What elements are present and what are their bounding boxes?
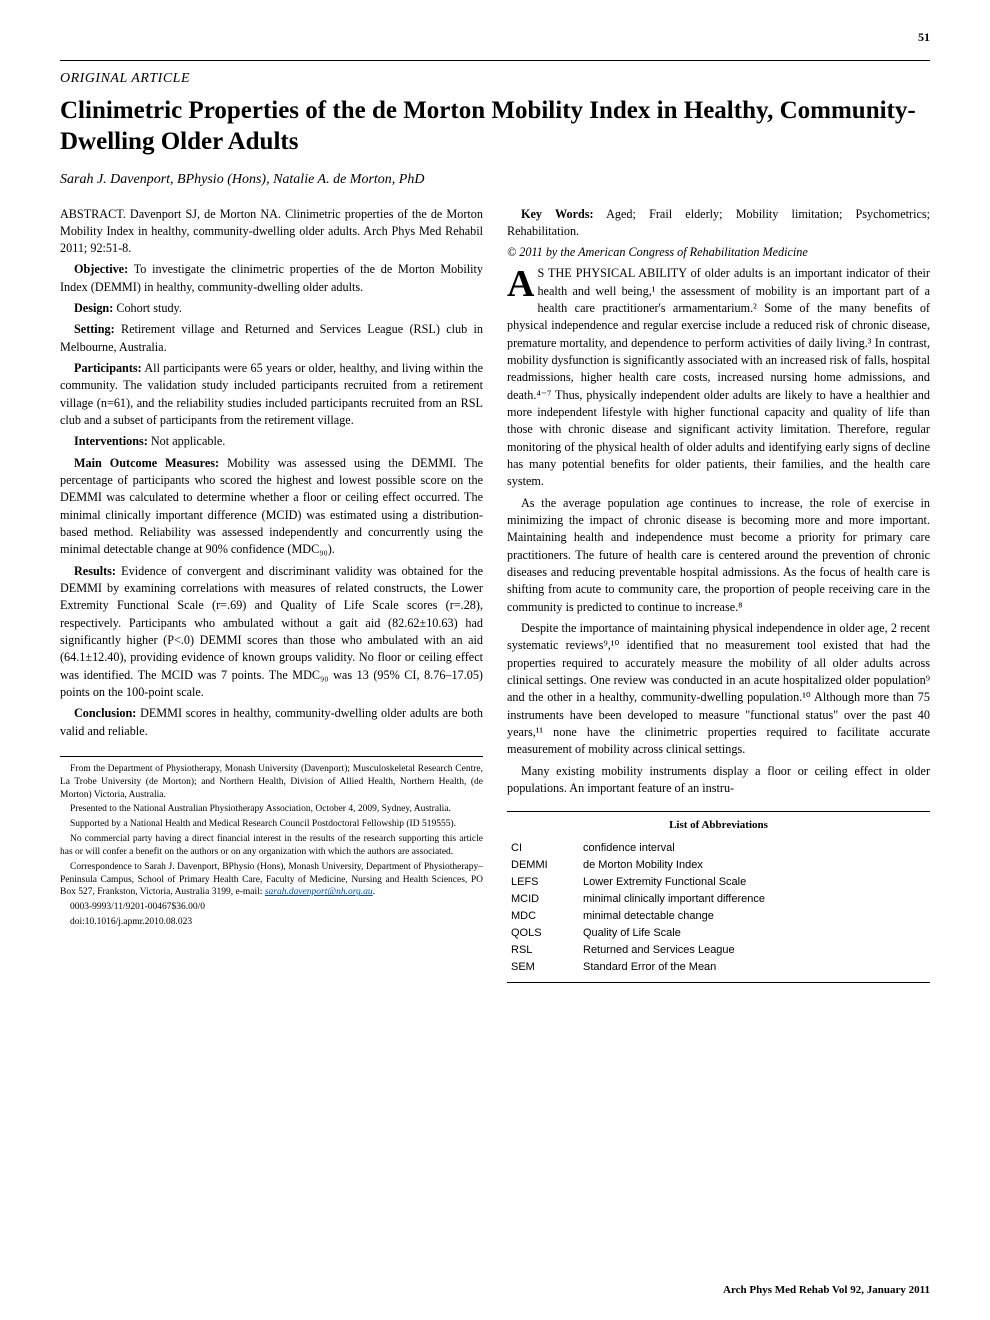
abbr-row: QOLSQuality of Life Scale xyxy=(511,925,926,942)
abbr-key: DEMMI xyxy=(511,857,583,874)
abstract-setting: Setting: Retirement village and Returned… xyxy=(60,321,483,356)
abstract-objective: Objective: To investigate the clinimetri… xyxy=(60,261,483,296)
abbr-row: LEFSLower Extremity Functional Scale xyxy=(511,874,926,891)
abbr-key: SEM xyxy=(511,959,583,976)
body-p1: AS THE PHYSICAL ABILITY of older adults … xyxy=(507,265,930,490)
corr-email[interactable]: sarah.davenport@nh.org.au xyxy=(265,887,373,897)
abbr-value: confidence interval xyxy=(583,840,675,857)
abbr-key: MCID xyxy=(511,891,583,908)
authors: Sarah J. Davenport, BPhysio (Hons), Nata… xyxy=(60,172,930,188)
interventions-label: Interventions: xyxy=(74,434,148,448)
design-text: Cohort study. xyxy=(116,301,182,315)
abbr-key: LEFS xyxy=(511,874,583,891)
setting-text: Retirement village and Returned and Serv… xyxy=(60,322,483,353)
page-number: 51 xyxy=(918,30,930,45)
abbr-key: QOLS xyxy=(511,925,583,942)
abstract-design: Design: Cohort study. xyxy=(60,300,483,317)
right-column: Key Words: Aged; Frail elderly; Mobility… xyxy=(507,206,930,984)
abbr-value: de Morton Mobility Index xyxy=(583,857,703,874)
body-p2: As the average population age continues … xyxy=(507,495,930,616)
abbr-value: Lower Extremity Functional Scale xyxy=(583,874,746,891)
footnotes: From the Department of Physiotherapy, Mo… xyxy=(60,756,483,929)
footnote-coi: No commercial party having a direct fina… xyxy=(60,833,483,859)
abbr-value: Standard Error of the Mean xyxy=(583,959,716,976)
footnote-presented: Presented to the National Australian Phy… xyxy=(60,803,483,816)
measures-label: Main Outcome Measures: xyxy=(74,456,219,470)
abbr-value: minimal detectable change xyxy=(583,908,714,925)
abbr-row: MCIDminimal clinically important differe… xyxy=(511,891,926,908)
two-column-layout: ABSTRACT. Davenport SJ, de Morton NA. Cl… xyxy=(60,206,930,984)
article-title: Clinimetric Properties of the de Morton … xyxy=(60,95,930,158)
footnote-issn: 0003-9993/11/9201-00467$36.00/0 xyxy=(60,901,483,914)
abstract-participants: Participants: All participants were 65 y… xyxy=(60,360,483,429)
abbr-value: minimal clinically important difference xyxy=(583,891,765,908)
abbr-rows: CIconfidence intervalDEMMIde Morton Mobi… xyxy=(511,840,926,976)
footnote-support: Supported by a National Health and Medic… xyxy=(60,818,483,831)
body-p3: Despite the importance of maintaining ph… xyxy=(507,620,930,759)
results-label: Results: xyxy=(74,564,116,578)
left-column: ABSTRACT. Davenport SJ, de Morton NA. Cl… xyxy=(60,206,483,984)
abbr-row: MDCminimal detectable change xyxy=(511,908,926,925)
abbr-key: MDC xyxy=(511,908,583,925)
footnote-correspondence: Correspondence to Sarah J. Davenport, BP… xyxy=(60,861,483,899)
abbreviations-box: List of Abbreviations CIconfidence inter… xyxy=(507,811,930,983)
section-label: ORIGINAL ARTICLE xyxy=(60,60,930,87)
design-label: Design: xyxy=(74,301,113,315)
abstract-measures: Main Outcome Measures: Mobility was asse… xyxy=(60,455,483,559)
keywords-label: Key Words: xyxy=(521,207,594,221)
dropcap: A xyxy=(507,265,537,300)
abbr-key: CI xyxy=(511,840,583,857)
footnote-affiliation: From the Department of Physiotherapy, Mo… xyxy=(60,763,483,801)
abbr-key: RSL xyxy=(511,942,583,959)
abstract-results: Results: Evidence of convergent and disc… xyxy=(60,563,483,702)
abbr-row: RSLReturned and Services League xyxy=(511,942,926,959)
conclusion-label: Conclusion: xyxy=(74,706,136,720)
results-text: Evidence of convergent and discriminant … xyxy=(60,564,483,699)
footnote-doi: doi:10.1016/j.apmr.2010.08.023 xyxy=(60,916,483,929)
abstract-citation: ABSTRACT. Davenport SJ, de Morton NA. Cl… xyxy=(60,206,483,258)
participants-label: Participants: xyxy=(74,361,142,375)
abbr-value: Returned and Services League xyxy=(583,942,735,959)
keywords: Key Words: Aged; Frail elderly; Mobility… xyxy=(507,206,930,241)
abbreviations-title: List of Abbreviations xyxy=(511,818,926,834)
body-p4: Many existing mobility instruments displ… xyxy=(507,763,930,798)
abbr-value: Quality of Life Scale xyxy=(583,925,681,942)
measures-text: Mobility was assessed using the DEMMI. T… xyxy=(60,456,483,557)
abstract-conclusion: Conclusion: DEMMI scores in healthy, com… xyxy=(60,705,483,740)
journal-footer: Arch Phys Med Rehab Vol 92, January 2011 xyxy=(723,1284,930,1296)
objective-label: Objective: xyxy=(74,262,128,276)
setting-label: Setting: xyxy=(74,322,115,336)
copyright: © 2011 by the American Congress of Rehab… xyxy=(507,244,930,261)
abbr-row: CIconfidence interval xyxy=(511,840,926,857)
corr-post: . xyxy=(373,887,375,897)
interventions-text: Not applicable. xyxy=(151,434,225,448)
p1-text: S THE PHYSICAL ABILITY of older adults i… xyxy=(507,266,930,488)
abbr-row: SEMStandard Error of the Mean xyxy=(511,959,926,976)
abstract-interventions: Interventions: Not applicable. xyxy=(60,433,483,450)
abbr-row: DEMMIde Morton Mobility Index xyxy=(511,857,926,874)
